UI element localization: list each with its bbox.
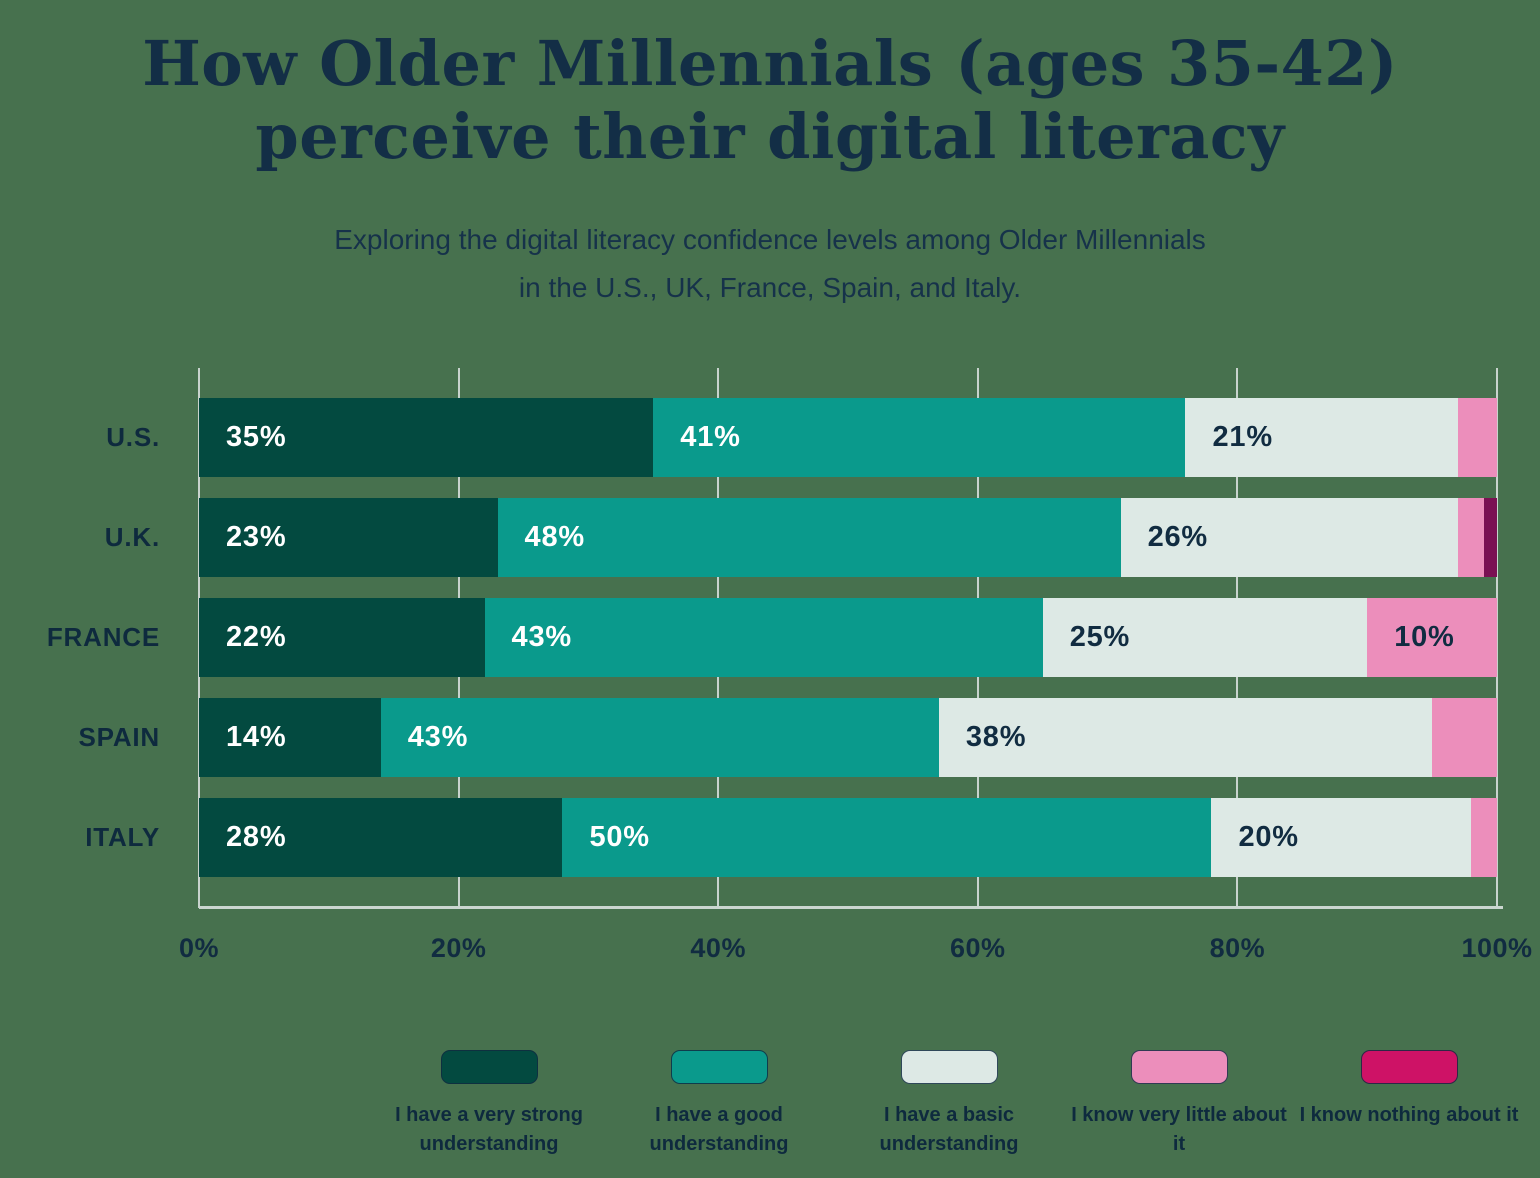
bar-segment: 22% <box>199 598 485 677</box>
bar-segment-value: 20% <box>1238 821 1299 853</box>
x-tick-label: 60% <box>950 933 1006 963</box>
x-axis-line <box>199 906 1503 909</box>
chart-title-line2: perceive their digital literacy <box>255 99 1285 173</box>
row-label-italy: ITALY <box>85 822 160 852</box>
bar-segment-value: 21% <box>1212 421 1273 453</box>
legend-swatch <box>1360 1050 1458 1084</box>
legend-item: I have a basic understanding <box>834 1050 1064 1159</box>
bar-segment-value: 35% <box>226 421 287 453</box>
x-tick-label: 20% <box>430 933 487 963</box>
bar-segment: 38% <box>938 698 1433 777</box>
bar-segment-value: 22% <box>226 621 287 653</box>
chart-title-line1: How Older Millennials (ages 35-42) <box>142 27 1398 100</box>
bar-segment: 23% <box>199 498 498 577</box>
legend-swatch <box>1130 1050 1228 1084</box>
bar-segment-value: 38% <box>965 721 1027 753</box>
bar-segment <box>1458 498 1484 577</box>
legend-label: I know nothing about it <box>1299 1104 1519 1126</box>
gridline-100% <box>1496 368 1498 908</box>
bar-segment: 50% <box>562 798 1212 877</box>
chart-legend: I have a very strong understanding I have… <box>374 1050 1524 1159</box>
bar-segment <box>1458 398 1497 477</box>
x-tick-label: 100% <box>1461 933 1533 963</box>
row-label-us: U.S. <box>106 422 160 452</box>
legend-label: I know very little about it <box>1071 1104 1287 1155</box>
bar-segment: 41% <box>653 398 1186 477</box>
bar-segment <box>1484 498 1497 577</box>
bar-segment-value: 41% <box>680 421 741 453</box>
legend-label: I have a basic understanding <box>879 1104 1019 1155</box>
bar-segment: 43% <box>484 598 1043 677</box>
legend-label: I have a very strong understanding <box>395 1104 583 1155</box>
bar-segment-value: 14% <box>226 721 287 753</box>
bar-segment <box>1471 798 1497 877</box>
bar-segment-value: 10% <box>1394 621 1455 653</box>
bar-segment-value: 23% <box>226 521 287 553</box>
bar-segment: 14% <box>199 698 381 777</box>
bar-segment-value: 43% <box>511 621 572 653</box>
legend-swatch <box>440 1050 538 1084</box>
bar-segment: 21% <box>1185 398 1459 477</box>
chart-subtitle-line1: Exploring the digital literacy confidenc… <box>334 224 1206 255</box>
row-label-uk: U.K. <box>104 522 160 552</box>
chart-subtitle: Exploring the digital literacy confidenc… <box>0 216 1540 312</box>
row-label-france: FRANCE <box>46 622 160 652</box>
bar-segment-value: 26% <box>1147 521 1209 553</box>
bar-segment-value: 50% <box>589 821 650 853</box>
bar-segment <box>1432 698 1497 777</box>
bar-segment: 48% <box>497 498 1121 577</box>
bar-segment-value: 43% <box>407 721 469 753</box>
legend-label: I have a good understanding <box>649 1104 789 1155</box>
bar-segment: 35% <box>199 398 654 477</box>
bar-segment-value: 28% <box>226 821 287 853</box>
x-tick-label: 0% <box>178 933 220 963</box>
legend-item: I have a good understanding <box>604 1050 834 1159</box>
bar-segment-value: 48% <box>524 521 585 553</box>
legend-item: I know very little about it <box>1064 1050 1294 1159</box>
x-tick-label: 80% <box>1209 933 1266 963</box>
chart-title: How Older Millennials (ages 35-42) perce… <box>0 27 1540 173</box>
x-tick-label: 40% <box>690 933 746 963</box>
row-label-spain: SPAIN <box>78 722 160 752</box>
legend-swatch <box>670 1050 768 1084</box>
bar-segment-value: 25% <box>1069 621 1131 653</box>
legend-item: I have a very strong understanding <box>374 1050 604 1159</box>
bar-segment: 10% <box>1367 598 1497 677</box>
bar-segment: 20% <box>1211 798 1472 877</box>
bar-segment: 43% <box>380 698 939 777</box>
legend-swatch <box>900 1050 998 1084</box>
bar-segment: 25% <box>1042 598 1368 677</box>
bar-segment: 26% <box>1120 498 1459 577</box>
bar-segment: 28% <box>199 798 563 877</box>
legend-item: I know nothing about it <box>1294 1050 1524 1159</box>
chart-subtitle-line2: in the U.S., UK, France, Spain, and Ital… <box>518 272 1022 304</box>
